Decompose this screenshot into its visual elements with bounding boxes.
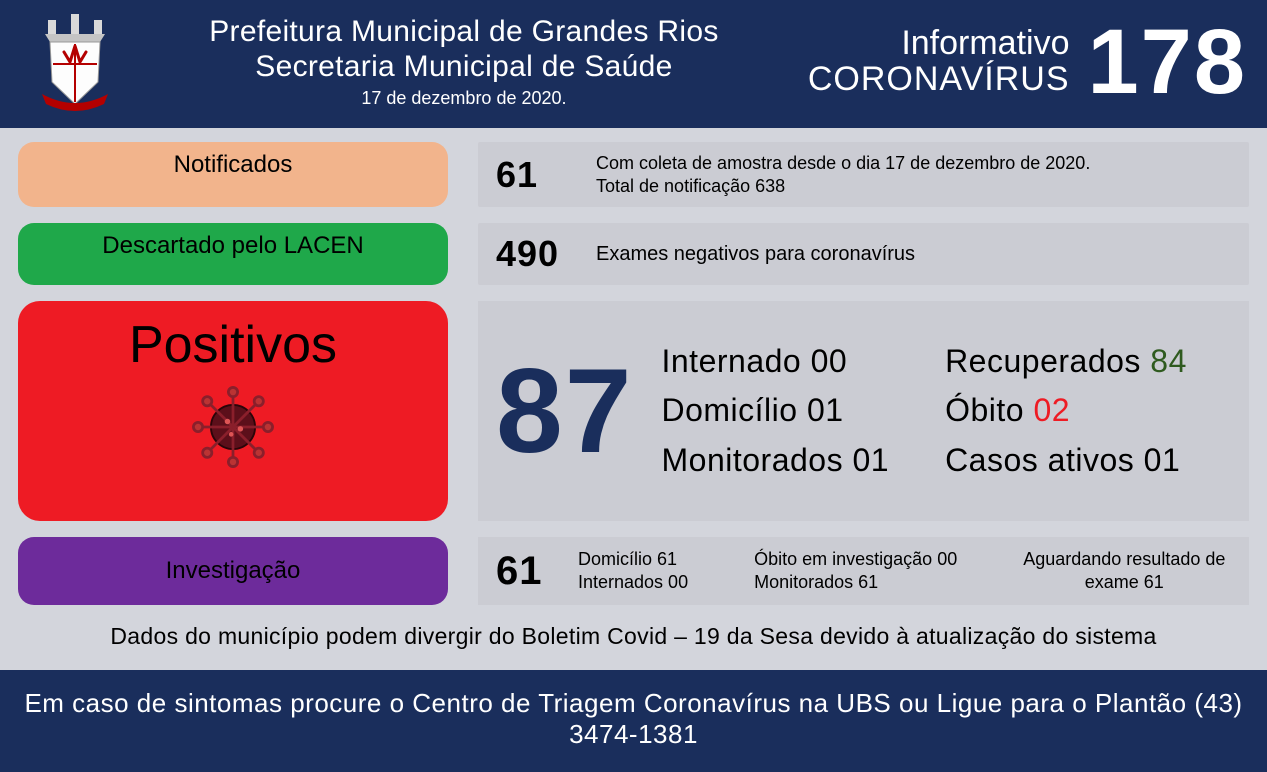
notificados-line2: Total de notificação 638	[596, 175, 1090, 198]
notificados-line1: Com coleta de amostra desde o dia 17 de …	[596, 152, 1090, 175]
footer-bar: Em caso de sintomas procure o Centro de …	[0, 670, 1267, 772]
header-titles: Prefeitura Municipal de Grandes Rios Sec…	[150, 15, 778, 109]
descartado-pill: Descartado pelo LACEN	[18, 223, 448, 285]
recuperados-stat: Recuperados 84	[945, 337, 1187, 387]
notificados-pill: Notificados	[18, 142, 448, 207]
positivos-panel: 87 Internado 00 Domicílio 01 Monitorados…	[478, 301, 1249, 521]
body-area: Notificados 61 Com coleta de amostra des…	[0, 128, 1267, 656]
positivos-label: Positivos	[129, 315, 337, 375]
coronavirus-label: CORONAVÍRUS	[808, 62, 1070, 98]
descartado-text: Exames negativos para coronavírus	[596, 243, 915, 266]
bulletin-date: 17 de dezembro de 2020.	[150, 88, 778, 109]
inv-col3-l2: exame 61	[1023, 571, 1225, 594]
disclaimer-note: Dados do município podem divergir do Bol…	[18, 623, 1249, 650]
investigacao-panel: 61 Domicílio 61 Internados 00 Óbito em i…	[478, 537, 1249, 605]
descartado-panel: 490 Exames negativos para coronavírus	[478, 223, 1249, 285]
investigacao-pill: Investigação	[18, 537, 448, 605]
monitorados-stat: Monitorados 01	[661, 436, 889, 486]
notificados-count: 61	[496, 154, 596, 196]
inv-col1-l2: Internados 00	[578, 571, 688, 594]
notificados-label: Notificados	[174, 151, 293, 178]
domicilio-stat: Domicílio 01	[661, 386, 889, 436]
inv-col2-l2: Monitorados 61	[754, 571, 957, 594]
inv-col1-l1: Domicílio 61	[578, 548, 688, 571]
issue-number: 178	[1088, 21, 1248, 104]
header-bar: Prefeitura Municipal de Grandes Rios Sec…	[0, 0, 1267, 128]
internado-stat: Internado 00	[661, 337, 889, 387]
municipal-crest-icon	[20, 12, 130, 112]
investigacao-count: 61	[496, 549, 552, 594]
ativos-stat: Casos ativos 01	[945, 436, 1187, 486]
investigacao-label: Investigação	[166, 557, 301, 585]
informativo-label: Informativo	[808, 26, 1070, 62]
notificados-panel: 61 Com coleta de amostra desde o dia 17 …	[478, 142, 1249, 207]
positivos-count: 87	[496, 357, 633, 465]
header-right: Informativo CORONAVÍRUS 178	[808, 21, 1247, 104]
descartado-count: 490	[496, 233, 596, 275]
virus-icon	[187, 381, 279, 478]
inv-col3-l1: Aguardando resultado de	[1023, 548, 1225, 571]
org-line1: Prefeitura Municipal de Grandes Rios	[150, 15, 778, 50]
inv-col2-l1: Óbito em investigação 00	[754, 548, 957, 571]
descartado-label: Descartado pelo LACEN	[102, 232, 363, 259]
org-line2: Secretaria Municipal de Saúde	[150, 50, 778, 85]
obito-stat: Óbito 02	[945, 386, 1187, 436]
positivos-card: Positivos	[18, 301, 448, 521]
